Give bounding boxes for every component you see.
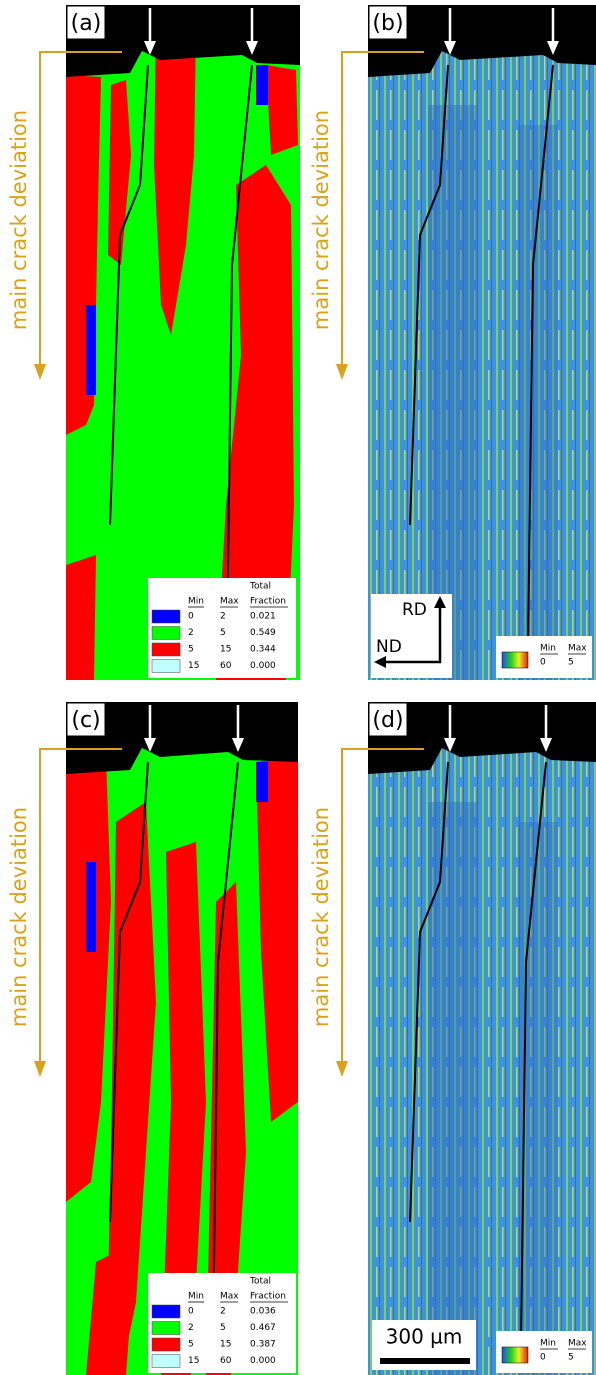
colorbar-label: Min [540,644,556,654]
legend-cell: 0.549 [250,628,276,638]
annotation: main crack deviation [7,807,31,1027]
colorbar-label: Min [540,1339,556,1349]
arrow-head [336,364,348,380]
legend-swatch [152,1305,180,1318]
direction-label: RD [402,600,427,620]
legend-cell: 5 [188,645,194,655]
legend-cell: 2 [188,628,194,638]
panel-label: (d) [372,708,403,733]
grain-region [256,762,268,802]
legend-cell: 0.036 [250,1307,276,1317]
legend-cell: 15 [188,1356,199,1366]
legend-header: Total [249,1277,271,1287]
legend-header: Max [220,1292,239,1302]
legend-header: Max [220,597,239,607]
legend-cell: 15 [220,1340,231,1350]
legend-swatch [152,1338,180,1351]
legend-swatch [152,610,180,623]
panel: (c) Total Min Max Fraction 0 2 0.036 2 5 0.467 5 15 0… [66,702,298,1375]
map-region [428,802,478,1375]
grain-region [66,555,96,680]
legend-cell: 2 [220,612,226,622]
legend-cell: 0.000 [250,1356,276,1366]
legend-cell: 0.021 [250,612,276,622]
panel: (d) Min 0 Max 5 300 µm [368,702,596,1375]
map-region [428,105,478,680]
annotation: main crack deviation [309,807,333,1027]
map-background [368,702,596,1375]
legend-cell: 2 [188,1323,194,1333]
colorbar-value: 0 [540,658,546,668]
legend-swatch [152,660,180,673]
legend-header: Fraction [250,1292,286,1302]
panel-label: (c) [71,708,100,733]
legend-cell: 0 [188,612,194,622]
legend-header: Min [188,597,204,607]
legend-swatch [152,1322,180,1335]
figure: (a) Total Min Max Fraction 0 2 0.021 2 5 0.549 5 15 0… [0,0,596,1375]
scale-label: 300 µm [386,1325,463,1349]
arrow-head [336,1061,348,1077]
map-background [368,5,596,680]
legend-header: Fraction [250,597,286,607]
body: (a) Total Min Max Fraction 0 2 0.021 2 5 0.549 5 15 0… [0,0,596,1375]
grain-region [266,65,298,155]
page: {"panels": [ {"label": "(a)", "annotatio… [0,0,596,1375]
arrow-head [34,364,46,380]
panel: (a) Total Min Max Fraction 0 2 0.021 2 5 0.549 5 15 0… [66,5,300,680]
panel-label: (b) [372,11,403,36]
colorbar-value: 0 [540,1353,546,1363]
legend-cell: 5 [188,1340,194,1350]
legend-cell: 5 [220,1323,226,1333]
direction-label: ND [376,637,402,657]
legend-swatch [152,627,180,640]
annotation: main crack deviation [7,110,31,330]
legend-cell: 15 [220,645,231,655]
legend-header: Min [188,1292,204,1302]
legend-cell: 15 [188,661,199,671]
arrow-head [34,1061,46,1077]
grain-region [256,65,268,105]
legend-header: Total [249,582,271,592]
annotation: main crack deviation [309,110,333,330]
grain-region [86,862,96,952]
colorbar-label: Max [568,644,587,654]
legend-cell: 2 [220,1307,226,1317]
colorbar-value: 5 [568,658,574,668]
legend-cell: 0.467 [250,1323,276,1333]
colorbar-label: Max [568,1339,587,1349]
legend-cell: 0 [188,1307,194,1317]
legend-swatch [152,1355,180,1368]
legend-swatch [152,643,180,656]
legend-cell: 0.000 [250,661,276,671]
colorbar [502,1347,528,1363]
panel-label: (a) [71,11,102,36]
legend-cell: 60 [220,1356,232,1366]
colorbar [502,652,528,668]
legend-cell: 0.344 [250,645,276,655]
colorbar-value: 5 [568,1353,574,1363]
legend-cell: 60 [220,661,232,671]
grain-region [86,305,96,395]
scale-bar [380,1358,470,1364]
legend-cell: 5 [220,628,226,638]
legend-cell: 0.387 [250,1340,276,1350]
